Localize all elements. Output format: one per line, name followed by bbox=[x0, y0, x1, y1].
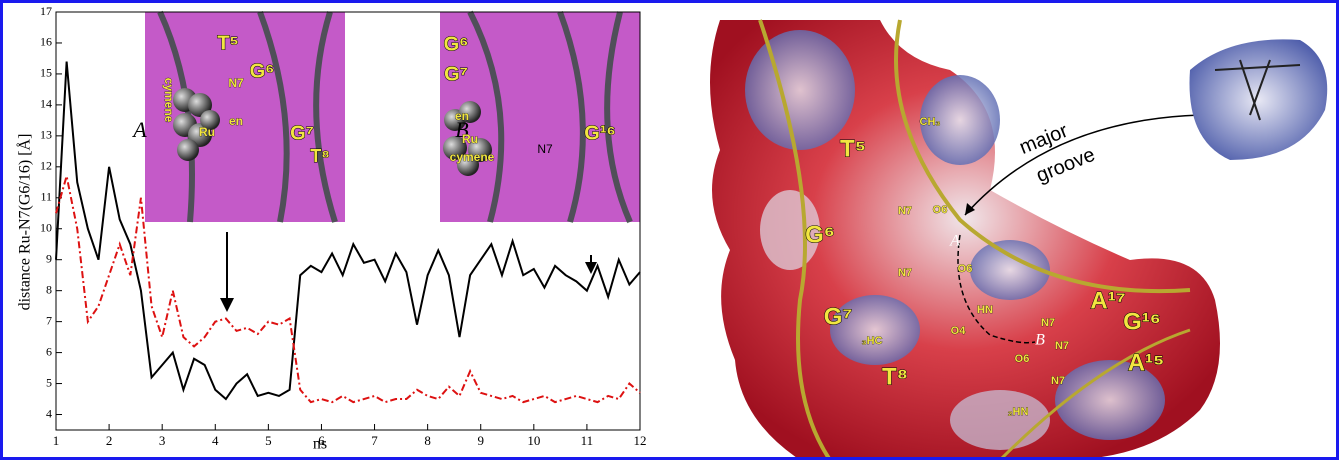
label: A bbox=[131, 117, 147, 142]
inset-b bbox=[440, 12, 640, 222]
y-tick-label: 7 bbox=[46, 313, 52, 327]
label: T⁸ bbox=[882, 363, 908, 390]
label: N7 bbox=[1051, 375, 1065, 387]
x-tick-label: 10 bbox=[527, 433, 540, 448]
label: O6 bbox=[958, 263, 973, 275]
x-tick-label: 5 bbox=[265, 433, 272, 448]
label: A¹⁷ bbox=[1090, 287, 1125, 314]
label: G¹⁶ bbox=[1123, 308, 1161, 335]
x-tick-label: 9 bbox=[477, 433, 484, 448]
label: N7 bbox=[1041, 317, 1055, 329]
x-tick-label: 4 bbox=[212, 433, 219, 448]
label: T⁵ bbox=[840, 135, 866, 162]
y-tick-label: 12 bbox=[40, 159, 52, 173]
label: en bbox=[455, 109, 469, 123]
molecular-surface bbox=[710, 20, 1327, 457]
x-tick-label: 11 bbox=[581, 433, 594, 448]
label: G⁶ bbox=[250, 60, 275, 82]
y-tick-label: 13 bbox=[40, 128, 52, 142]
label: ₂HN bbox=[1008, 406, 1029, 418]
label: O6 bbox=[933, 204, 948, 216]
y-tick-label: 15 bbox=[40, 66, 52, 80]
y-tick-label: 16 bbox=[40, 35, 52, 49]
arrows bbox=[220, 232, 597, 312]
y-tick-label: 6 bbox=[46, 344, 52, 358]
label: G⁶ bbox=[805, 221, 835, 248]
label: ₃HC bbox=[862, 335, 883, 347]
label: O4 bbox=[951, 325, 967, 337]
label: B bbox=[1035, 332, 1045, 349]
figure-canvas: distance Ru-N7(G6/16) [Å] ns 45678910111… bbox=[3, 3, 1336, 457]
y-tick-label: 17 bbox=[40, 4, 52, 18]
x-tick-label: 2 bbox=[106, 433, 113, 448]
x-tick-label: 1 bbox=[53, 433, 60, 448]
label: T⁵ bbox=[217, 32, 239, 54]
label: HN bbox=[977, 304, 993, 316]
label: G⁷ bbox=[824, 303, 853, 330]
label: A¹⁵ bbox=[1128, 349, 1165, 376]
x-tick-label: 7 bbox=[371, 433, 378, 448]
label: G¹⁶ bbox=[584, 122, 615, 144]
label: CH₃ bbox=[920, 116, 941, 128]
label: N7 bbox=[1055, 340, 1069, 352]
label: A bbox=[949, 233, 960, 250]
x-tick-label: 3 bbox=[159, 433, 166, 448]
y-tick-label: 4 bbox=[46, 406, 52, 420]
x-tick-label: 6 bbox=[318, 433, 325, 448]
x-tick-label: 8 bbox=[424, 433, 431, 448]
label: Ru bbox=[462, 132, 478, 146]
y-tick-label: 11 bbox=[40, 190, 52, 204]
y-tick-label: 10 bbox=[40, 220, 52, 234]
y-tick-label: 5 bbox=[46, 375, 52, 389]
y-tick-label: 9 bbox=[46, 251, 52, 265]
y-axis-label: distance Ru-N7(G6/16) [Å] bbox=[16, 134, 34, 311]
y-tick-label: 8 bbox=[46, 282, 52, 296]
label: G⁷ bbox=[444, 63, 468, 85]
label: N7 bbox=[228, 76, 244, 90]
label: cymene bbox=[450, 150, 495, 164]
label: N7 bbox=[898, 267, 912, 279]
label: Ru bbox=[199, 125, 215, 139]
label: T⁸ bbox=[310, 146, 330, 166]
x-tick-label: 12 bbox=[634, 433, 647, 448]
y-tick-label: 14 bbox=[40, 97, 52, 111]
label: G⁷ bbox=[290, 122, 314, 144]
figure: distance Ru-N7(G6/16) [Å] ns 45678910111… bbox=[0, 0, 1339, 460]
label: O6 bbox=[1015, 353, 1030, 365]
label: en bbox=[229, 114, 243, 128]
label: cymene bbox=[162, 78, 176, 123]
label: N7 bbox=[898, 205, 912, 217]
label: N7 bbox=[537, 142, 553, 156]
label: G⁶ bbox=[444, 33, 469, 55]
